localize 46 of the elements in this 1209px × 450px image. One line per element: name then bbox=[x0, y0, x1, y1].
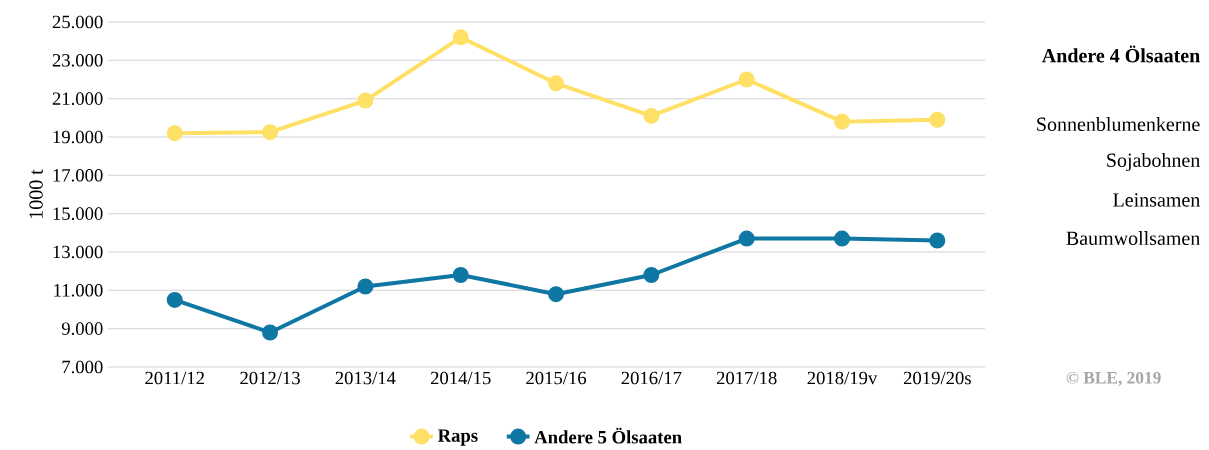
x-tick-label: 2016/17 bbox=[621, 371, 682, 385]
point bbox=[357, 278, 374, 295]
x-tick-label: 2013/14 bbox=[335, 371, 396, 385]
point bbox=[929, 111, 946, 128]
point bbox=[548, 286, 565, 303]
text: Sonnenblumenkerne bbox=[1037, 116, 1200, 132]
x-tick-label: 2017/18 bbox=[716, 371, 777, 385]
point bbox=[738, 230, 755, 247]
y-tick-label: 9.000 bbox=[61, 322, 103, 336]
point bbox=[643, 267, 660, 283]
text: © BLE, 2019 bbox=[1066, 371, 1161, 387]
x-tick-label: 2019/20s bbox=[903, 371, 971, 385]
point bbox=[834, 230, 851, 247]
x-tick-label: 2014/15 bbox=[430, 371, 491, 385]
point bbox=[929, 232, 946, 249]
point bbox=[452, 267, 469, 283]
x-tick-label: 2015/16 bbox=[526, 371, 587, 385]
point bbox=[262, 124, 279, 141]
y-tick-label: 11.000 bbox=[54, 283, 103, 297]
legend-label: Andere 5 Ölsaaten bbox=[534, 427, 682, 444]
y-tick-label: 19.000 bbox=[53, 130, 103, 144]
y-tick-label: 13.000 bbox=[53, 245, 103, 259]
y-tick-label: 23.000 bbox=[52, 53, 103, 67]
y-tick-label: 17.000 bbox=[53, 168, 103, 182]
text: Andere 4 Ölsaaten bbox=[1041, 45, 1200, 63]
point bbox=[357, 92, 374, 109]
text: Sojabohnen bbox=[1107, 152, 1201, 172]
x-tick-label: 2018/19v bbox=[807, 371, 878, 385]
y-tick-label: 7.000 bbox=[62, 360, 103, 374]
text: Leinsamen bbox=[1113, 193, 1201, 207]
x-tick-label: 2012/13 bbox=[240, 371, 300, 385]
point bbox=[166, 291, 183, 308]
x-tick-label: 2011/12 bbox=[145, 371, 204, 385]
point bbox=[834, 113, 851, 130]
legend-label: Raps bbox=[437, 429, 478, 446]
y-tick-label: 15.000 bbox=[53, 207, 103, 221]
point bbox=[548, 75, 565, 92]
text: Baumwollsamen bbox=[1066, 230, 1201, 246]
y-axis-title: 1000 t bbox=[29, 169, 43, 219]
point bbox=[452, 29, 469, 46]
point bbox=[738, 71, 755, 88]
point bbox=[262, 324, 279, 341]
point bbox=[166, 125, 183, 142]
y-tick-label: 25.000 bbox=[52, 15, 103, 29]
y-tick-label: 21.000 bbox=[52, 92, 103, 106]
point bbox=[643, 107, 660, 124]
